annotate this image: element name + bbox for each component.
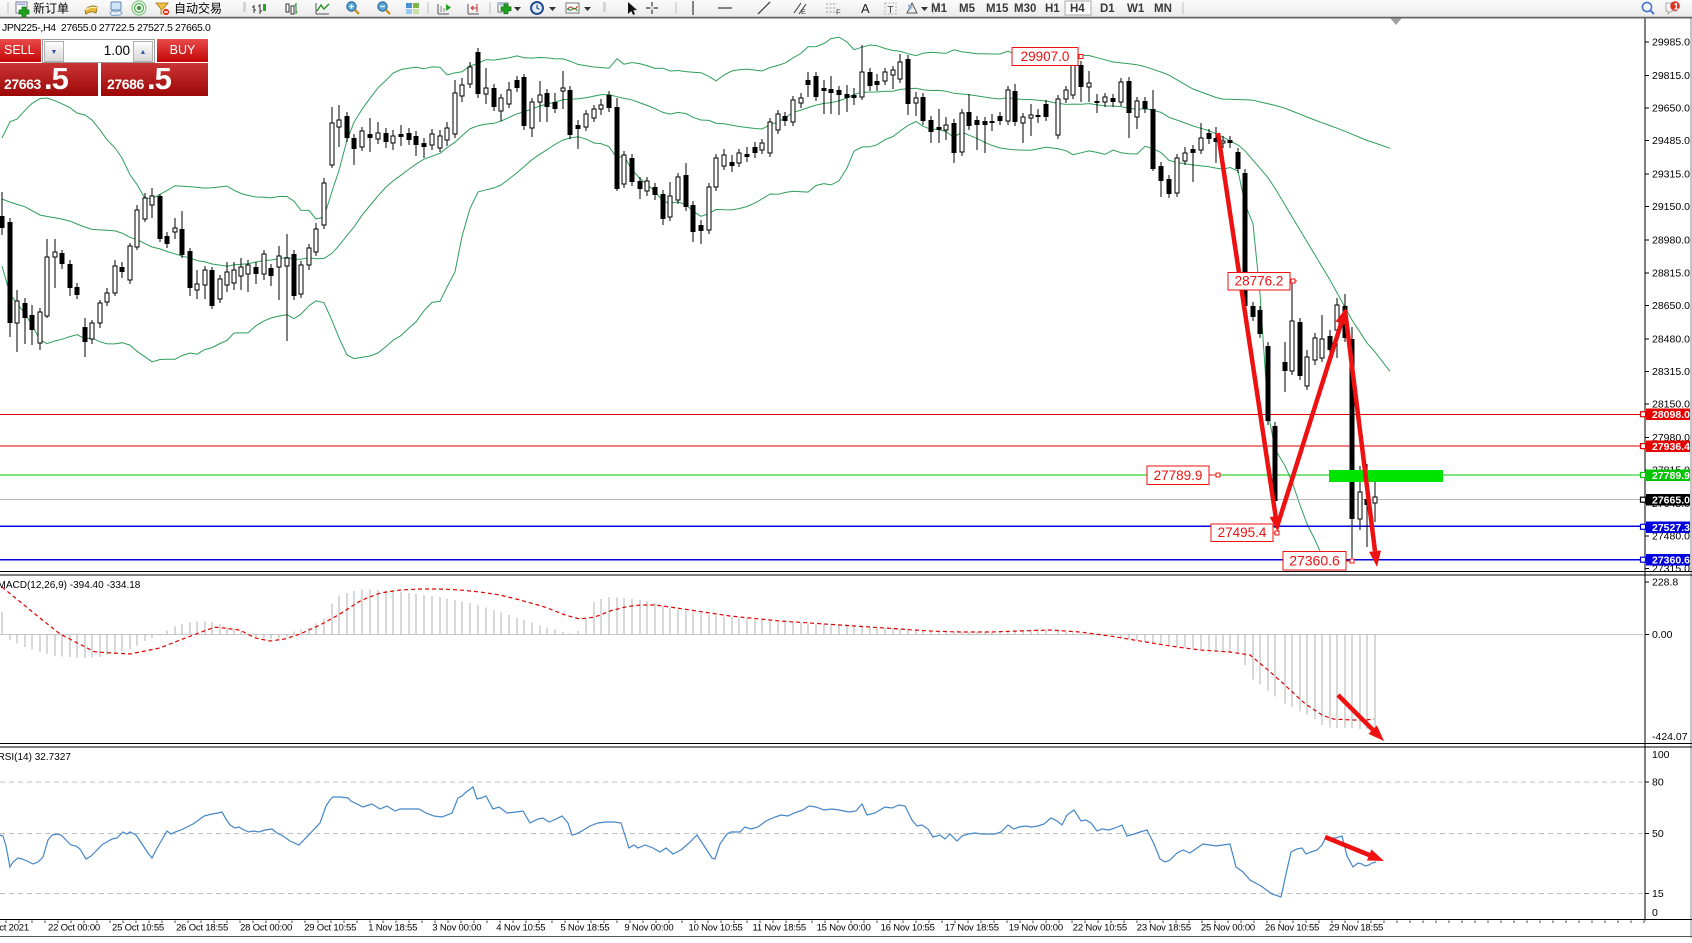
- svg-text:29 Oct 10:55: 29 Oct 10:55: [304, 923, 356, 934]
- svg-text:27936.4: 27936.4: [1652, 441, 1690, 453]
- svg-text:26 Nov 10:55: 26 Nov 10:55: [1265, 923, 1319, 934]
- svg-text:27480.0: 27480.0: [1652, 531, 1690, 543]
- svg-text:-424.07: -424.07: [1652, 731, 1688, 743]
- svg-text:27789.9: 27789.9: [1154, 468, 1203, 483]
- svg-text:29650.0: 29650.0: [1652, 103, 1690, 115]
- svg-text:28650.0: 28650.0: [1652, 300, 1690, 312]
- svg-text:5 Nov 18:55: 5 Nov 18:55: [560, 923, 609, 934]
- svg-text:27495.4: 27495.4: [1218, 525, 1267, 540]
- svg-text:D1: D1: [1100, 3, 1115, 15]
- svg-text:A: A: [861, 1, 870, 16]
- svg-text:23 Nov 18:55: 23 Nov 18:55: [1137, 923, 1191, 934]
- svg-text:H4: H4: [1070, 3, 1085, 15]
- svg-text:28 Oct 00:00: 28 Oct 00:00: [240, 923, 292, 934]
- svg-text:19 Nov 00:00: 19 Nov 00:00: [1009, 923, 1063, 934]
- svg-text:28480.0: 28480.0: [1652, 333, 1690, 345]
- svg-text:27315.0: 27315.0: [1652, 563, 1690, 575]
- svg-text:T: T: [887, 4, 894, 16]
- svg-text:自动交易: 自动交易: [174, 1, 222, 16]
- svg-text:W1: W1: [1127, 3, 1145, 15]
- svg-text:H1: H1: [1045, 3, 1060, 15]
- svg-text:11 Nov 18:55: 11 Nov 18:55: [753, 923, 806, 934]
- svg-text:MN: MN: [1154, 3, 1172, 15]
- svg-text:9 Nov 00:00: 9 Nov 00:00: [624, 923, 673, 934]
- svg-text:28776.2: 28776.2: [1235, 274, 1284, 289]
- svg-text:29150.0: 29150.0: [1652, 201, 1690, 213]
- svg-text:RSI(14) 32.7327: RSI(14) 32.7327: [0, 752, 71, 763]
- svg-text:29315.0: 29315.0: [1652, 169, 1690, 181]
- svg-text:1 Nov 18:55: 1 Nov 18:55: [368, 923, 417, 934]
- svg-text:15 Nov 00:00: 15 Nov 00:00: [817, 923, 871, 934]
- svg-text:M1: M1: [931, 3, 948, 15]
- svg-text:M5: M5: [959, 3, 976, 15]
- svg-text:MACD(12,26,9) -394.40 -334.18: MACD(12,26,9) -394.40 -334.18: [0, 580, 141, 591]
- svg-text:80: 80: [1652, 776, 1664, 788]
- svg-text:新订单: 新订单: [33, 1, 69, 16]
- svg-text:27665.0: 27665.0: [1652, 495, 1690, 507]
- svg-text:29815.0: 29815.0: [1652, 70, 1690, 82]
- svg-text:228.8: 228.8: [1652, 577, 1678, 589]
- svg-text:27527.3: 27527.3: [1652, 522, 1690, 534]
- svg-text:F: F: [836, 8, 841, 17]
- svg-text:4 Nov 10:55: 4 Nov 10:55: [496, 923, 545, 934]
- svg-text:22 Oct 00:00: 22 Oct 00:00: [48, 923, 100, 934]
- svg-text:29 Nov 18:55: 29 Nov 18:55: [1329, 923, 1383, 934]
- svg-text:16 Nov 10:55: 16 Nov 10:55: [881, 923, 935, 934]
- svg-text:Oct 2021: Oct 2021: [0, 923, 29, 934]
- svg-text:26 Oct 18:55: 26 Oct 18:55: [176, 923, 228, 934]
- svg-text:28980.0: 28980.0: [1652, 235, 1690, 247]
- svg-text:27360.6: 27360.6: [1289, 553, 1340, 569]
- svg-text:28098.0: 28098.0: [1652, 409, 1690, 421]
- svg-text:25 Oct 10:55: 25 Oct 10:55: [112, 923, 164, 934]
- svg-text:28315.0: 28315.0: [1652, 366, 1690, 378]
- svg-text:17 Nov 18:55: 17 Nov 18:55: [945, 923, 999, 934]
- svg-text:29907.0: 29907.0: [1021, 49, 1070, 64]
- svg-text:50: 50: [1652, 828, 1664, 840]
- svg-text:29985.0: 29985.0: [1652, 36, 1690, 48]
- svg-text:28815.0: 28815.0: [1652, 267, 1690, 279]
- svg-text:3 Nov 00:00: 3 Nov 00:00: [432, 923, 481, 934]
- svg-text:M30: M30: [1014, 3, 1036, 15]
- svg-text:M15: M15: [986, 3, 1009, 15]
- svg-text:28150.0: 28150.0: [1652, 399, 1690, 411]
- svg-text:1: 1: [1674, 1, 1679, 11]
- svg-text:25 Nov 00:00: 25 Nov 00:00: [1201, 923, 1255, 934]
- svg-text:27360.6: 27360.6: [1652, 555, 1690, 567]
- svg-text:15: 15: [1652, 888, 1664, 900]
- svg-text:0: 0: [1652, 907, 1658, 919]
- svg-text:27789.9: 27789.9: [1652, 470, 1690, 482]
- svg-text:0.00: 0.00: [1652, 629, 1673, 641]
- svg-text:10 Nov 10:55: 10 Nov 10:55: [689, 923, 743, 934]
- svg-text:22 Nov 10:55: 22 Nov 10:55: [1073, 923, 1127, 934]
- svg-text:100: 100: [1652, 749, 1670, 761]
- svg-text:29485.0: 29485.0: [1652, 135, 1690, 147]
- svg-text:E: E: [801, 9, 806, 16]
